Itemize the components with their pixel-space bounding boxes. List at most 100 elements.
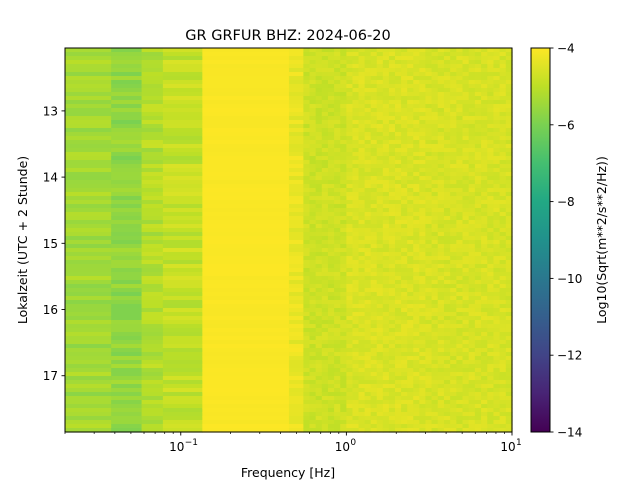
heatmap-cell — [202, 328, 290, 333]
heatmap-cell — [370, 296, 378, 301]
heatmap-cell — [395, 92, 402, 97]
heatmap-cell — [407, 316, 414, 321]
heatmap-cell — [450, 120, 457, 125]
heatmap-cell — [352, 248, 360, 253]
heatmap-cell — [346, 172, 354, 177]
heatmap-cell — [65, 412, 112, 417]
heatmap-cell — [288, 292, 304, 297]
heatmap-cell — [162, 148, 203, 153]
heatmap-cell — [315, 80, 323, 85]
heatmap-cell — [327, 180, 335, 185]
heatmap-cell — [481, 192, 488, 197]
heatmap-cell — [419, 420, 426, 425]
heatmap-cell — [327, 88, 335, 93]
heatmap-cell — [450, 132, 457, 137]
heatmap-cell — [141, 316, 164, 321]
heatmap-cell — [487, 336, 495, 341]
heatmap-cell — [388, 328, 396, 333]
heatmap-cell — [288, 296, 304, 301]
heatmap-cell — [395, 232, 402, 237]
heatmap-cell — [407, 180, 414, 185]
heatmap-cell — [346, 232, 354, 237]
heatmap-cell — [395, 176, 402, 181]
heatmap-cell — [431, 120, 439, 125]
heatmap-cell — [352, 268, 360, 273]
heatmap-cell — [437, 372, 445, 377]
heatmap-cell — [481, 324, 488, 329]
heatmap-cell — [450, 188, 457, 193]
heatmap-cell — [364, 124, 372, 129]
heatmap-cell — [382, 372, 390, 377]
heatmap-cell — [288, 164, 304, 169]
heatmap-cell — [202, 396, 290, 401]
heatmap-cell — [141, 352, 164, 357]
heatmap-cell — [462, 132, 470, 137]
heatmap-cell — [346, 160, 354, 165]
heatmap-cell — [493, 184, 501, 189]
plot-frame — [64, 47, 513, 433]
heatmap-cell — [456, 244, 464, 249]
heatmap-cell — [443, 344, 451, 349]
heatmap-cell — [315, 424, 323, 429]
heatmap-cell — [65, 260, 112, 265]
heatmap-cell — [364, 260, 372, 265]
heatmap-cell — [474, 120, 482, 125]
heatmap-cell — [111, 344, 143, 349]
heatmap-cell — [65, 124, 112, 129]
heatmap-cell — [346, 212, 354, 217]
heatmap-cell — [382, 244, 390, 249]
heatmap-cell — [382, 304, 390, 309]
heatmap-cell — [401, 108, 408, 113]
heatmap-cell — [65, 324, 112, 329]
heatmap-cell — [352, 424, 360, 429]
heatmap-cell — [401, 152, 408, 157]
heatmap-cell — [505, 396, 513, 401]
heatmap-cell — [346, 100, 354, 105]
heatmap-cell — [401, 184, 408, 189]
heatmap-cell — [340, 192, 347, 197]
heatmap-cell — [370, 56, 378, 61]
heatmap-cell — [456, 112, 464, 117]
heatmap-cell — [321, 104, 329, 109]
heatmap-cell — [65, 248, 112, 253]
heatmap-cell — [505, 216, 513, 221]
heatmap-cell — [474, 288, 482, 293]
heatmap-cell — [431, 164, 439, 169]
heatmap-cell — [431, 324, 439, 329]
heatmap-cell — [202, 292, 290, 297]
heatmap-cell — [288, 348, 304, 353]
heatmap-cell — [437, 180, 445, 185]
heatmap-cell — [505, 124, 513, 129]
heatmap-cell — [481, 72, 488, 77]
heatmap-cell — [202, 92, 290, 97]
heatmap-cell — [443, 360, 451, 365]
heatmap-cell — [456, 156, 464, 161]
heatmap-cell — [481, 216, 488, 221]
heatmap-cell — [303, 216, 311, 221]
heatmap-cell — [370, 376, 378, 381]
heatmap-cell — [370, 320, 378, 325]
heatmap-cell — [443, 268, 451, 273]
heatmap-cell — [419, 156, 426, 161]
heatmap-cell — [388, 332, 396, 337]
heatmap-cell — [395, 408, 402, 413]
heatmap-cell — [65, 108, 112, 113]
heatmap-cell — [443, 200, 451, 205]
heatmap-cell — [288, 344, 304, 349]
heatmap-cell — [425, 252, 433, 257]
heatmap-cell — [407, 188, 414, 193]
heatmap-cell — [309, 236, 317, 241]
heatmap-cell — [382, 300, 390, 305]
heatmap-cell — [487, 312, 495, 317]
heatmap-cell — [425, 228, 433, 233]
heatmap-cell — [431, 420, 439, 425]
heatmap-cell — [202, 368, 290, 373]
heatmap-cell — [340, 284, 347, 289]
heatmap-cell — [370, 364, 378, 369]
heatmap-cell — [431, 100, 439, 105]
heatmap-cell — [407, 280, 414, 285]
heatmap-cell — [202, 240, 290, 245]
heatmap-cell — [364, 280, 372, 285]
heatmap-cell — [162, 360, 203, 365]
heatmap-cell — [431, 296, 439, 301]
